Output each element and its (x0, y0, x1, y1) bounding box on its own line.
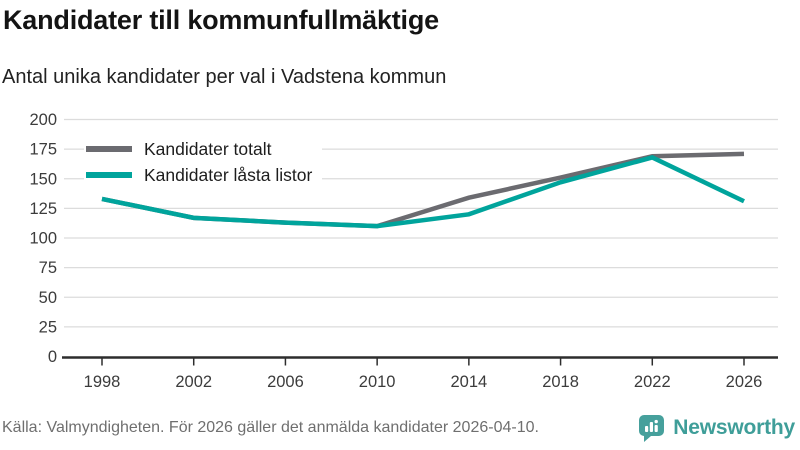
x-axis-tick-label-2006: 2006 (267, 373, 304, 391)
y-axis-tick-label-25: 25 (39, 318, 57, 336)
y-axis-tick-label-75: 75 (39, 259, 57, 277)
newsworthy-brand: Newsworthy (638, 414, 795, 443)
y-axis-tick-label-175: 175 (29, 141, 57, 159)
y-axis-tick-label-150: 150 (29, 170, 57, 188)
page-title: Kandidater till kommunfullmäktige (3, 5, 439, 35)
y-axis-tick-label-100: 100 (29, 230, 57, 248)
legend-item-total: Kandidater totalt (84, 136, 323, 162)
chart-footer: Källa: Valmyndigheten. För 2026 gäller d… (2, 411, 795, 445)
brand-name: Newsworthy (673, 416, 795, 439)
x-axis-tick-label-2002: 2002 (175, 373, 212, 391)
x-axis-tick-label-1998: 1998 (84, 373, 121, 391)
legend-item-locked-lists: Kandidater låsta listor (84, 162, 323, 188)
y-axis-tick-label-125: 125 (29, 200, 57, 218)
legend-swatch-total (86, 146, 132, 152)
series-line-1 (101, 155, 745, 229)
chart-legend: Kandidater totalt Kandidater låsta listo… (84, 136, 323, 188)
x-axis-tick-label-2018: 2018 (542, 373, 579, 391)
x-axis-tick-label-2026: 2026 (726, 373, 763, 391)
y-axis-tick-label-0: 0 (48, 348, 57, 366)
legend-label-total: Kandidater totalt (144, 138, 272, 159)
x-axis-tick-label-2022: 2022 (634, 373, 671, 391)
y-axis-tick-label-50: 50 (39, 289, 57, 307)
x-axis-tick-label-2014: 2014 (450, 373, 487, 391)
chart-subtitle: Antal unika kandidater per val i Vadsten… (2, 66, 447, 88)
legend-swatch-locked-lists (86, 172, 132, 178)
newsworthy-logo-icon (639, 414, 665, 442)
legend-label-locked-lists: Kandidater låsta listor (144, 164, 313, 185)
x-axis-tick-label-2010: 2010 (359, 373, 396, 391)
y-axis-tick-label-200: 200 (29, 111, 57, 129)
source-note: Källa: Valmyndigheten. För 2026 gäller d… (2, 419, 539, 436)
